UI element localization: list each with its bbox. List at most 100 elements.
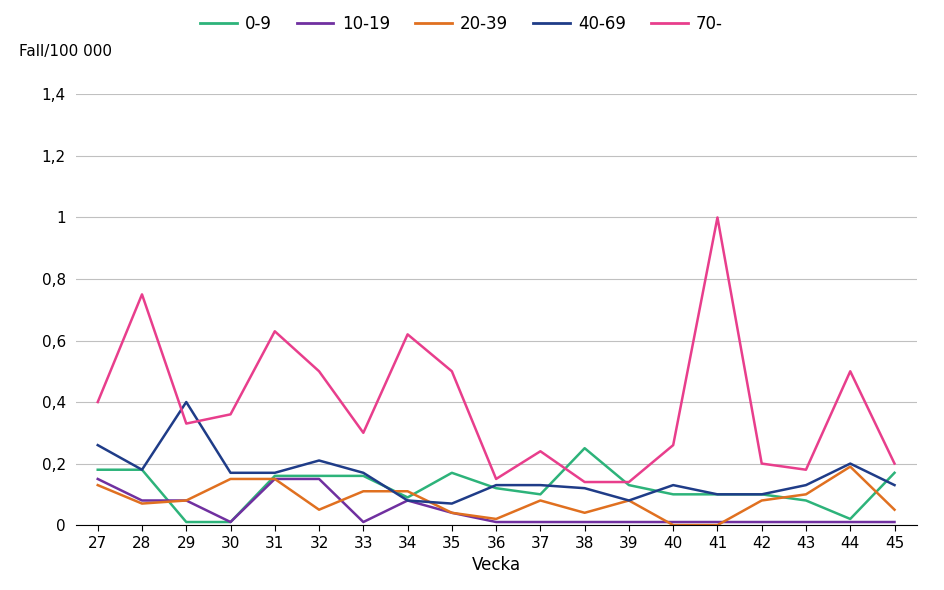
10-19 xyxy=(844,519,855,526)
0-9 xyxy=(92,466,103,473)
70- xyxy=(579,478,590,486)
0-9 xyxy=(844,516,855,523)
40-69 xyxy=(800,481,811,489)
10-19 xyxy=(92,476,103,483)
10-19 xyxy=(225,519,236,526)
0-9 xyxy=(401,494,413,501)
40-69 xyxy=(92,441,103,448)
10-19 xyxy=(755,519,767,526)
X-axis label: Vecka: Vecka xyxy=(471,556,520,574)
40-69 xyxy=(755,491,767,498)
10-19 xyxy=(711,519,722,526)
0-9 xyxy=(446,469,457,476)
10-19 xyxy=(579,519,590,526)
40-69 xyxy=(446,500,457,507)
40-69 xyxy=(136,466,147,473)
10-19 xyxy=(666,519,678,526)
20-39 xyxy=(490,516,501,523)
0-9 xyxy=(490,484,501,491)
20-39 xyxy=(711,522,722,529)
40-69 xyxy=(490,481,501,489)
Line: 70-: 70- xyxy=(97,218,894,482)
0-9 xyxy=(269,473,280,480)
10-19 xyxy=(269,476,280,483)
20-39 xyxy=(401,488,413,495)
70- xyxy=(446,368,457,375)
70- xyxy=(136,291,147,298)
70- xyxy=(357,430,368,437)
10-19 xyxy=(136,497,147,504)
20-39 xyxy=(579,509,590,516)
20-39 xyxy=(800,491,811,498)
Line: 20-39: 20-39 xyxy=(97,467,894,525)
70- xyxy=(711,214,722,221)
Line: 10-19: 10-19 xyxy=(97,479,894,522)
0-9 xyxy=(357,473,368,480)
0-9 xyxy=(800,497,811,504)
40-69 xyxy=(534,481,546,489)
0-9 xyxy=(711,491,722,498)
70- xyxy=(490,476,501,483)
0-9 xyxy=(225,519,236,526)
70- xyxy=(755,460,767,467)
20-39 xyxy=(269,476,280,483)
40-69 xyxy=(844,460,855,467)
70- xyxy=(534,448,546,455)
10-19 xyxy=(800,519,811,526)
0-9 xyxy=(623,481,634,489)
Text: Fall/100 000: Fall/100 000 xyxy=(19,44,111,59)
20-39 xyxy=(888,506,900,513)
10-19 xyxy=(401,497,413,504)
40-69 xyxy=(269,469,280,476)
20-39 xyxy=(446,509,457,516)
10-19 xyxy=(623,519,634,526)
40-69 xyxy=(666,481,678,489)
10-19 xyxy=(180,497,192,504)
10-19 xyxy=(446,509,457,516)
0-9 xyxy=(313,473,325,480)
10-19 xyxy=(888,519,900,526)
40-69 xyxy=(401,497,413,504)
70- xyxy=(623,478,634,486)
20-39 xyxy=(136,500,147,507)
40-69 xyxy=(623,497,634,504)
20-39 xyxy=(755,497,767,504)
0-9 xyxy=(579,445,590,452)
40-69 xyxy=(357,469,368,476)
20-39 xyxy=(534,497,546,504)
10-19 xyxy=(490,519,501,526)
10-19 xyxy=(534,519,546,526)
40-69 xyxy=(225,469,236,476)
0-9 xyxy=(755,491,767,498)
70- xyxy=(313,368,325,375)
70- xyxy=(844,368,855,375)
0-9 xyxy=(666,491,678,498)
20-39 xyxy=(92,481,103,489)
0-9 xyxy=(136,466,147,473)
Legend: 0-9, 10-19, 20-39, 40-69, 70-: 0-9, 10-19, 20-39, 40-69, 70- xyxy=(194,8,729,40)
70- xyxy=(92,398,103,405)
Line: 40-69: 40-69 xyxy=(97,402,894,504)
20-39 xyxy=(666,522,678,529)
70- xyxy=(401,331,413,338)
40-69 xyxy=(579,484,590,491)
20-39 xyxy=(225,476,236,483)
20-39 xyxy=(844,463,855,470)
0-9 xyxy=(534,491,546,498)
70- xyxy=(225,411,236,418)
70- xyxy=(269,327,280,335)
70- xyxy=(888,460,900,467)
20-39 xyxy=(357,488,368,495)
10-19 xyxy=(357,519,368,526)
70- xyxy=(666,441,678,448)
0-9 xyxy=(180,519,192,526)
10-19 xyxy=(313,476,325,483)
Line: 0-9: 0-9 xyxy=(97,448,894,522)
40-69 xyxy=(313,457,325,464)
70- xyxy=(180,420,192,427)
20-39 xyxy=(623,497,634,504)
20-39 xyxy=(180,497,192,504)
40-69 xyxy=(888,481,900,489)
40-69 xyxy=(180,398,192,405)
40-69 xyxy=(711,491,722,498)
